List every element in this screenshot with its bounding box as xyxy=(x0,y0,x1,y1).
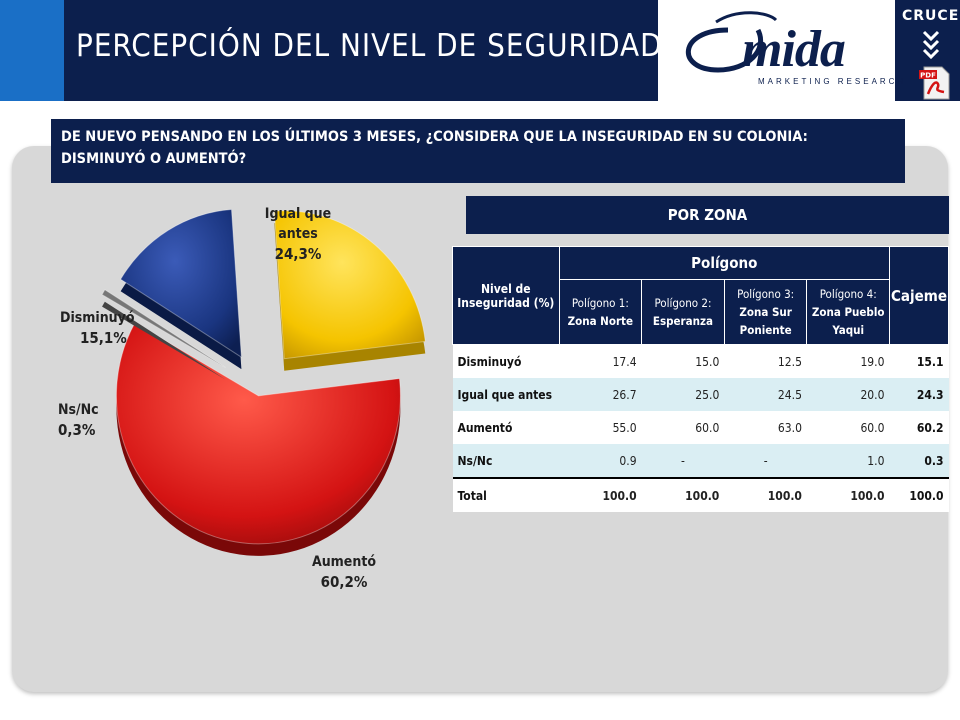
cell-p2: - xyxy=(641,444,725,478)
col-header-nivel: Nivel de Inseguridad (%) xyxy=(452,246,560,345)
pie-label-igual: Igual que antes 24,3% xyxy=(262,204,334,264)
cell-p4: 1.0 xyxy=(806,444,890,478)
chevron-down-icon[interactable] xyxy=(922,30,940,60)
cell-p3: 24.5 xyxy=(724,378,807,411)
row-label: Ns/Nc xyxy=(452,444,560,478)
cell-p2: 60.0 xyxy=(641,411,725,444)
cell-p1: 26.7 xyxy=(559,378,642,411)
cell-cajeme: 0.3 xyxy=(889,444,949,478)
cruces-label[interactable]: CRUCES xyxy=(902,8,960,24)
cell-cajeme: 60.2 xyxy=(889,411,949,444)
cell-p2: 100.0 xyxy=(641,477,725,512)
pie-label-nsnc-name: Ns/Nc xyxy=(58,402,99,418)
pie-label-aumento-pct: 60,2% xyxy=(320,573,368,591)
cell-p4: 100.0 xyxy=(806,477,890,512)
pie-label-disminuyo-pct: 15,1% xyxy=(80,329,127,347)
col-header-poligono: Polígono xyxy=(558,246,890,280)
col-header-poligono-4: Polígono 4: Zona Pueblo Yaqui xyxy=(806,279,890,345)
cell-p4: 20.0 xyxy=(806,378,890,411)
cell-cajeme: 15.1 xyxy=(889,344,949,378)
cell-p3: - xyxy=(724,444,807,478)
cell-p4: 19.0 xyxy=(806,344,890,378)
table-row: Disminuyó 17.4 15.0 12.5 19.0 15.1 xyxy=(452,344,949,378)
pie-slice-ns-nc xyxy=(101,289,226,380)
svg-text:PDF: PDF xyxy=(920,72,936,80)
header-accent-strip xyxy=(0,0,64,101)
cell-p4: 60.0 xyxy=(806,411,890,444)
cell-cajeme: 24.3 xyxy=(889,378,949,411)
logo-name: mida xyxy=(742,21,846,78)
data-table: Nivel de Inseguridad (%) Polígono Cajeme… xyxy=(452,246,950,512)
cell-p1: 55.0 xyxy=(559,411,642,444)
pie-label-igual-pct: 24,3% xyxy=(274,245,322,263)
logo-swoosh-icon xyxy=(686,11,778,73)
pie-slice-aument- xyxy=(115,322,401,556)
header-bar: PERCEPCIÓN DEL NIVEL DE SEGURIDAD mida M… xyxy=(0,0,960,101)
cell-p1: 0.9 xyxy=(559,444,642,478)
cell-p1: 17.4 xyxy=(559,344,642,378)
logo: mida MARKETING RESEARCH xyxy=(658,0,903,101)
zone-banner: POR ZONA xyxy=(466,196,949,234)
pie-label-disminuyo-name: Disminuyó xyxy=(60,310,135,326)
pie-slice-igual-que-antes xyxy=(273,210,426,371)
col-header-poligono-2: Polígono 2: Esperanza xyxy=(641,279,725,345)
cell-p3: 63.0 xyxy=(724,411,807,444)
pie-slice-disminuy- xyxy=(119,209,242,370)
table-row-total: Total 100.0 100.0 100.0 100.0 100.0 xyxy=(452,477,949,512)
table-row: Igual que antes 26.7 25.0 24.5 20.0 24.3 xyxy=(452,378,949,411)
cell-p2: 25.0 xyxy=(641,378,725,411)
col-header-cajeme: Cajeme xyxy=(888,246,950,345)
table-row: Aumentó 55.0 60.0 63.0 60.0 60.2 xyxy=(452,411,949,444)
pie-label-igual-name-2: antes xyxy=(278,226,318,242)
row-label: Disminuyó xyxy=(452,344,560,378)
table-row: Ns/Nc 0.9 - - 1.0 0.3 xyxy=(452,444,949,478)
row-label: Total xyxy=(452,477,560,512)
pie-label-disminuyo: Disminuyó 15,1% xyxy=(60,308,140,348)
pie-label-aumento-name: Aumentó xyxy=(311,554,377,570)
col-header-poligono-3: Polígono 3: Zona Sur Poniente xyxy=(723,279,808,345)
pie-label-nsnc: Ns/Nc 0,3% xyxy=(58,400,118,440)
cell-p1: 100.0 xyxy=(559,477,642,512)
question-banner: DE NUEVO PENSANDO EN LOS ÚLTIMOS 3 MESES… xyxy=(51,119,905,183)
pie-label-aumento: Aumentó 60,2% xyxy=(310,552,378,592)
pie-label-igual-name-1: Igual que xyxy=(264,206,332,222)
pie-chart xyxy=(101,209,426,556)
cell-cajeme: 100.0 xyxy=(889,477,949,512)
cell-p2: 15.0 xyxy=(641,344,725,378)
logo-subtitle: MARKETING RESEARCH xyxy=(758,77,907,86)
page-title: PERCEPCIÓN DEL NIVEL DE SEGURIDAD xyxy=(76,28,663,64)
cell-p3: 100.0 xyxy=(724,477,807,512)
pdf-icon[interactable]: PDF xyxy=(918,66,952,100)
row-label: Aumentó xyxy=(452,411,560,444)
cell-p3: 12.5 xyxy=(724,344,807,378)
pie-label-nsnc-pct: 0,3% xyxy=(58,421,96,439)
row-label: Igual que antes xyxy=(452,378,560,411)
col-header-poligono-1: Polígono 1: Zona Norte xyxy=(558,279,643,345)
